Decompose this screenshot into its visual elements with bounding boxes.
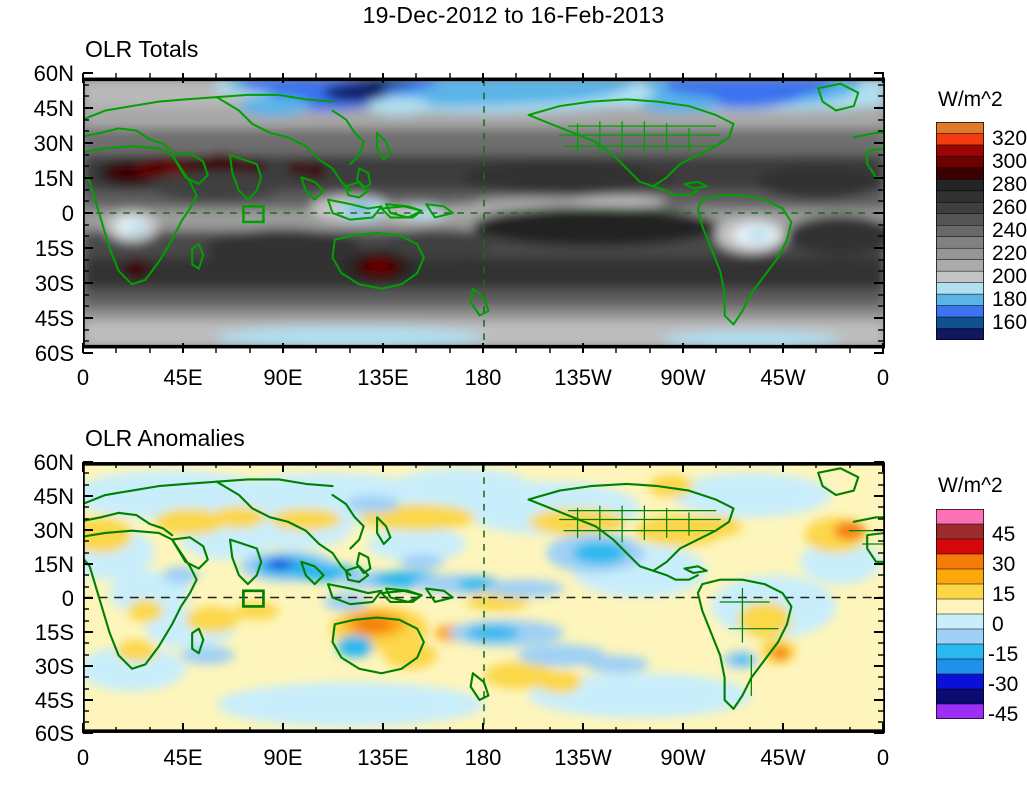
colorbar-band	[936, 236, 984, 249]
xtick-bot-360: 0	[876, 745, 890, 770]
xtick-top-0: 0	[76, 365, 90, 390]
ytick-bot-15n: 15N	[33, 552, 74, 577]
colorbar-band	[936, 328, 984, 340]
olr-totals-map	[83, 77, 885, 349]
cbtick-anom-0: 0	[992, 613, 1004, 636]
colorbar-band	[936, 247, 984, 261]
colorbar-band	[936, 167, 984, 181]
colorbar-band	[936, 144, 984, 158]
cbtick-totals-280: 280	[992, 173, 1027, 196]
colorbar-band	[936, 202, 984, 215]
totals-colorbar-swatches	[936, 122, 984, 340]
cbtick-totals-260: 260	[992, 196, 1027, 219]
colorbar-band	[936, 156, 984, 169]
colorbar-band	[936, 538, 984, 555]
cbtick-anom-45: 45	[992, 523, 1016, 546]
xtick-bot-45w: 45W	[760, 745, 806, 770]
colorbar-band	[936, 179, 984, 192]
olr-totals-axes	[82, 72, 884, 354]
xtick-top-45w: 45W	[760, 365, 806, 390]
cbtick-totals-200: 200	[992, 265, 1027, 288]
ytick-bot-45s: 45S	[34, 688, 74, 713]
xtick-top-180: 180	[464, 365, 502, 390]
colorbar-band	[936, 673, 984, 690]
colorbar-band	[936, 568, 984, 585]
colorbar-band	[936, 553, 984, 570]
colorbar-band	[936, 282, 984, 295]
colorbar-band	[936, 225, 984, 238]
figure-title: 19-Dec-2012 to 16-Feb-2013	[362, 2, 665, 28]
xtick-bot-135e: 135E	[357, 745, 409, 770]
totals-colorbar-title: W/m^2	[938, 88, 1003, 111]
colorbar-band	[936, 213, 984, 226]
xtick-top-45e: 45E	[163, 365, 203, 390]
cbtick-totals-220: 220	[992, 242, 1027, 265]
xtick-bot-45e: 45E	[163, 745, 203, 770]
ytick-top-45s: 45S	[34, 306, 74, 331]
ytick-bot-60s: 60S	[34, 721, 74, 746]
colorbar-band	[936, 598, 984, 615]
xtick-bot-90w: 90W	[660, 745, 706, 770]
panel-title-olr-totals: OLR Totals	[85, 36, 199, 62]
ytick-bot-30s: 30S	[34, 654, 74, 679]
xtick-bot-180: 180	[464, 745, 502, 770]
cbtick-anom-m45: -45	[988, 703, 1019, 726]
xtick-top-135w: 135W	[554, 365, 612, 390]
colorbar-band	[936, 628, 984, 645]
olr-anomalies-axes	[82, 461, 884, 734]
ytick-top-15s: 15S	[34, 236, 74, 261]
colorbar-band	[936, 643, 984, 660]
cbtick-totals-160: 160	[992, 311, 1027, 334]
panel-title-olr-anomalies: OLR Anomalies	[85, 425, 245, 451]
anomalies-colorbar-title: W/m^2	[938, 474, 1003, 497]
ytick-top-30s: 30S	[34, 271, 74, 296]
ytick-top-15n: 15N	[33, 166, 74, 191]
cbtick-anom-30: 30	[992, 553, 1016, 576]
colorbar-band	[936, 658, 984, 675]
ytick-top-60n: 60N	[33, 61, 74, 86]
anomalies-colorbar-swatches	[936, 509, 984, 719]
ytick-top-0: 0	[61, 201, 74, 226]
ytick-bot-30n: 30N	[33, 518, 74, 543]
colorbar-band	[936, 305, 984, 318]
colorbar-band	[936, 270, 984, 284]
colorbar-band	[936, 190, 984, 203]
colorbar-band	[936, 703, 984, 719]
xtick-top-135e: 135E	[357, 365, 409, 390]
xtick-top-90w: 90W	[660, 365, 706, 390]
colorbar-band	[936, 133, 984, 146]
olr-anomalies-map	[83, 462, 885, 733]
colorbar-band	[936, 523, 984, 540]
cbtick-anom-15: 15	[992, 583, 1016, 606]
cbtick-anom-m30: -30	[988, 673, 1019, 696]
cbtick-anom-m15: -15	[988, 643, 1019, 666]
ytick-bot-0: 0	[61, 586, 74, 611]
colorbar-band	[936, 509, 984, 525]
cbtick-totals-320: 320	[992, 127, 1027, 150]
ytick-top-45n: 45N	[33, 96, 74, 121]
xtick-bot-0: 0	[76, 745, 90, 770]
ytick-bot-60n: 60N	[33, 450, 74, 475]
ytick-top-30n: 30N	[33, 131, 74, 156]
ytick-bot-45n: 45N	[33, 484, 74, 509]
colorbar-band	[936, 583, 984, 600]
colorbar-band	[936, 259, 984, 272]
colorbar-band	[936, 316, 984, 330]
cbtick-totals-180: 180	[992, 288, 1027, 311]
xtick-bot-90e: 90E	[263, 745, 303, 770]
xtick-bot-135w: 135W	[554, 745, 612, 770]
cbtick-totals-240: 240	[992, 219, 1027, 242]
cbtick-totals-300: 300	[992, 150, 1027, 173]
colorbar-band	[936, 613, 984, 630]
study-region-box-anomalies	[242, 589, 265, 608]
colorbar-band	[936, 688, 984, 705]
colorbar-band	[936, 122, 984, 135]
xtick-top-90e: 90E	[263, 365, 303, 390]
colorbar-band	[936, 293, 984, 307]
ytick-top-60s: 60S	[34, 341, 74, 366]
ytick-bot-15s: 15S	[34, 620, 74, 645]
study-region-box	[242, 205, 265, 224]
xtick-top-360: 0	[876, 365, 890, 390]
